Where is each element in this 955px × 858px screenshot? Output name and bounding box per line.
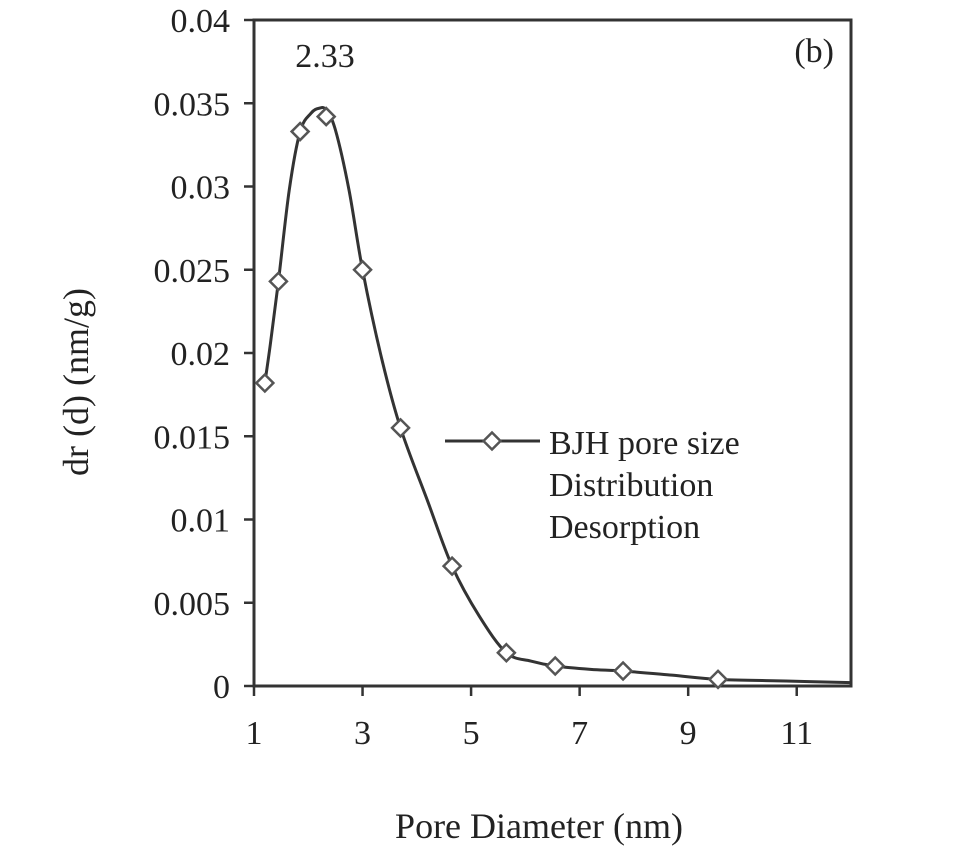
y-tick-label: 0.04	[171, 3, 231, 40]
legend-text-line: Desorption	[549, 509, 700, 546]
x-axis-ticks: 1 3 5 7 9 11	[246, 686, 813, 752]
data-point	[496, 642, 517, 663]
x-tick-label: 3	[354, 715, 371, 752]
y-tick-label: 0.03	[171, 170, 231, 207]
data-point	[289, 121, 311, 142]
data-point	[441, 555, 463, 577]
y-tick-label: 0.025	[154, 253, 231, 290]
data-point	[254, 372, 276, 394]
y-axis-label: dr (d) (nm/g)	[56, 288, 96, 476]
plot-area-border	[252, 18, 853, 688]
y-tick-label: 0.02	[171, 336, 231, 373]
data-point	[707, 669, 729, 690]
y-tick-label: 0.015	[154, 419, 231, 456]
legend: BJH pore size Distribution Desorption	[445, 425, 740, 546]
legend-marker	[481, 430, 503, 452]
y-tick-label: 0.01	[171, 503, 231, 540]
x-tick-label: 11	[780, 715, 813, 752]
y-tick-label: 0	[213, 669, 230, 706]
x-tick-label: 1	[246, 715, 263, 752]
legend-text-line: Distribution	[549, 467, 713, 504]
data-point	[315, 106, 337, 127]
x-tick-label: 7	[571, 715, 588, 752]
plot-frame	[252, 18, 853, 688]
x-axis-label: Pore Diameter (nm)	[395, 806, 683, 846]
data-point	[544, 655, 566, 677]
panel-label: (b)	[794, 33, 834, 70]
y-tick-label: 0.035	[154, 86, 231, 123]
data-point	[352, 259, 373, 281]
series-layer	[254, 106, 852, 690]
peak-annotation: 2.33	[295, 38, 355, 75]
series-line	[263, 106, 852, 685]
data-point	[390, 417, 411, 439]
x-tick-label: 5	[463, 715, 480, 752]
x-tick-label: 9	[680, 715, 697, 752]
legend-text-line: BJH pore size	[549, 425, 740, 462]
y-tick-label: 0.005	[154, 586, 231, 623]
data-point	[612, 660, 634, 682]
y-axis-ticks: 0 0.005 0.01 0.015 0.02 0.025 0.03 0.035 0.04	[154, 3, 254, 706]
data-point	[268, 271, 289, 292]
